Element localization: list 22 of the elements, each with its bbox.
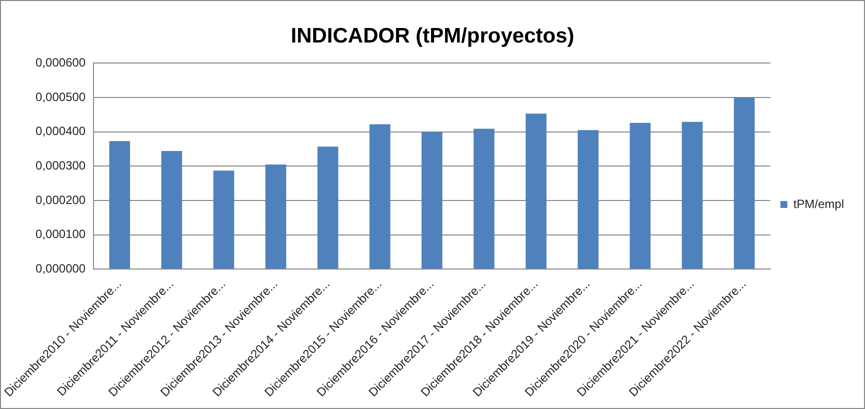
bar <box>630 122 651 269</box>
bar <box>317 146 338 269</box>
bar <box>422 132 442 269</box>
bar <box>370 124 390 269</box>
y-tick-label: 0,000500 <box>36 90 86 104</box>
bar <box>682 122 703 269</box>
y-tick-label: 0,000400 <box>36 124 86 138</box>
bar <box>161 151 182 269</box>
bar <box>734 98 755 269</box>
y-tick-label: 0,000100 <box>36 227 86 242</box>
bar <box>109 141 130 269</box>
bar <box>265 164 286 269</box>
y-tick-label: 0,000000 <box>36 261 86 276</box>
bar <box>213 170 234 269</box>
bar <box>578 130 599 269</box>
y-tick-label: 0,000300 <box>36 158 86 172</box>
chart-title: INDICADOR (tPM/proyectos) <box>290 24 574 48</box>
y-tick-label: 0,000200 <box>36 192 86 207</box>
bar <box>526 114 546 269</box>
legend-label: tPM/empl <box>793 196 844 211</box>
bar <box>474 128 494 269</box>
y-tick-label: 0,000600 <box>36 56 86 70</box>
